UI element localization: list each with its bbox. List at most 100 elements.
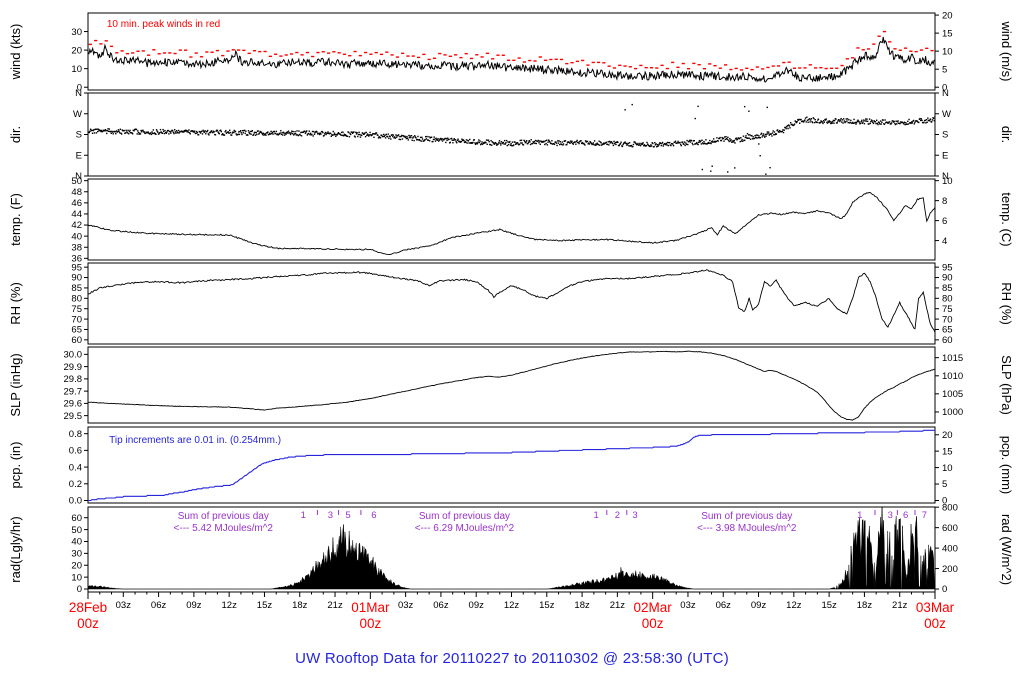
ytick-label-left: 30	[71, 549, 82, 560]
ytick-label-left: 20	[71, 45, 82, 56]
time-tick-label: 15z	[821, 600, 837, 611]
panel-pcp: 0.0 0.2 0.4 0.6 0.8 0 5 10 15 20 pcp. (in) pcp. (mm…	[8, 426, 1014, 507]
panel-slp: 29.529.6 29.729.829.930.0 1000 1005 1010 1015…	[8, 346, 1014, 424]
dir-scatter	[88, 103, 935, 175]
ytick-label-right: 8	[942, 196, 947, 207]
ytick-label-right: 5	[942, 479, 947, 490]
axis-title-left: RH (%)	[8, 282, 23, 325]
ytick-label-left: 0.0	[69, 496, 82, 507]
ytick-label-left: 29.8	[64, 374, 83, 385]
ytick-label-left: 46	[71, 198, 82, 209]
ytick-label-right: 15	[942, 28, 953, 39]
ytick-label-right: 6	[942, 216, 947, 227]
ytick-label-right: 0	[942, 584, 947, 595]
time-tick-label: 21z	[892, 600, 908, 611]
axis-title-right: SLP (hPa)	[999, 355, 1014, 415]
mjoule-marker: 3	[328, 510, 333, 521]
ytick-label-right: 800	[942, 502, 958, 513]
ytick-label-left: 60	[71, 513, 82, 524]
time-tick-label: 18z	[574, 600, 590, 611]
panel-note: Tip increments are 0.01 in. (0.254mm.)	[109, 435, 281, 446]
day-label-hour: 00z	[359, 616, 381, 631]
ytick-label-right: 80	[942, 294, 953, 305]
slp-trace	[88, 350, 935, 421]
panel-border	[87, 426, 936, 504]
day-label: 02Mar	[634, 600, 673, 615]
mjoule-marker: 1	[301, 510, 306, 521]
ytick-label-right: 4	[942, 236, 947, 247]
ytick-label-right: 10	[942, 176, 953, 187]
axis-title-left: temp. (F)	[8, 193, 23, 246]
ytick-label-left: N	[75, 171, 82, 182]
mjoule-marker: 6	[371, 510, 376, 521]
ytick-label-left: 30.0	[64, 350, 83, 361]
ytick-label-left: 60	[71, 335, 82, 346]
axis-title-right: temp. (C)	[999, 192, 1014, 246]
ytick-label-left: 30	[71, 27, 82, 38]
ytick-label-left: 10	[71, 64, 82, 75]
ytick-label-left: 38	[71, 242, 82, 253]
time-tick-label: 06z	[716, 600, 732, 611]
ytick-label-right: 0	[942, 82, 947, 93]
ytick-label-left: 75	[71, 304, 82, 315]
ytick-label-right: 85	[942, 283, 953, 294]
ytick-label-right: S	[942, 130, 948, 141]
ytick-label-left: 40	[71, 231, 82, 242]
ytick-label-left: 0.2	[69, 479, 82, 490]
ytick-label-right: 1005	[942, 389, 963, 400]
ytick-label-left: 44	[71, 209, 82, 220]
ytick-label-left: 40	[71, 537, 82, 548]
radiation-sum-value: <--- 3.98 MJoules/m^2	[697, 523, 797, 534]
ytick-label-right: 20	[942, 10, 953, 21]
ytick-label-right: 65	[942, 325, 953, 336]
ytick-label-right: 1015	[942, 353, 963, 364]
mjoule-marker: 5	[345, 510, 350, 521]
time-tick-label: 12z	[786, 600, 802, 611]
ytick-label-left: 80	[71, 294, 82, 305]
time-tick-label: 12z	[222, 600, 238, 611]
ytick-label-left: 0.6	[69, 446, 82, 457]
ytick-label-left: 90	[71, 273, 82, 284]
ytick-label-left: S	[76, 130, 82, 141]
ytick-label-left: 29.5	[64, 411, 83, 422]
day-label-hour: 00z	[642, 616, 664, 631]
ytick-label-right: 5	[942, 64, 947, 75]
time-tick-label: 03z	[680, 600, 696, 611]
time-tick-label: 18z	[292, 600, 308, 611]
axis-title-left: wind (kts)	[8, 24, 23, 81]
ytick-label-right: 95	[942, 262, 953, 273]
ytick-label-left: 0	[77, 584, 82, 595]
mjoule-marker: 1	[594, 510, 599, 521]
ytick-label-left: 0	[77, 82, 82, 93]
time-tick-label: 18z	[857, 600, 873, 611]
ytick-label-right: 90	[942, 273, 953, 284]
mjoule-marker: 1	[857, 510, 862, 521]
ytick-label-left: 29.6	[64, 399, 83, 410]
ytick-label-left: 50	[71, 176, 82, 187]
axis-title-right: RH (%)	[999, 282, 1014, 325]
axis-title-right: rad (W/m^2)	[999, 514, 1014, 585]
time-tick-label: 12z	[504, 600, 520, 611]
ytick-label-left: 29.7	[64, 386, 83, 397]
pcp-cumulative	[88, 429, 935, 502]
ytick-label-left: 10	[71, 572, 82, 583]
rh-trace	[88, 269, 935, 333]
day-label-hour: 00z	[924, 616, 946, 631]
axis-title-right: wind (m/s)	[999, 21, 1014, 82]
ytick-label-right: 1010	[942, 371, 963, 382]
ytick-label-left: 36	[71, 254, 82, 265]
ytick-label-left: W	[73, 109, 82, 120]
ytick-label-left: 20	[71, 560, 82, 571]
ytick-label-left: 95	[71, 262, 82, 273]
time-tick-label: 09z	[469, 600, 485, 611]
mjoule-marker: 3	[888, 510, 893, 521]
ytick-label-right: N	[942, 171, 949, 182]
ytick-label-left: N	[75, 88, 82, 99]
ytick-label-left: 65	[71, 325, 82, 336]
time-tick-label: 06z	[151, 600, 167, 611]
time-tick-label: 06z	[433, 600, 449, 611]
